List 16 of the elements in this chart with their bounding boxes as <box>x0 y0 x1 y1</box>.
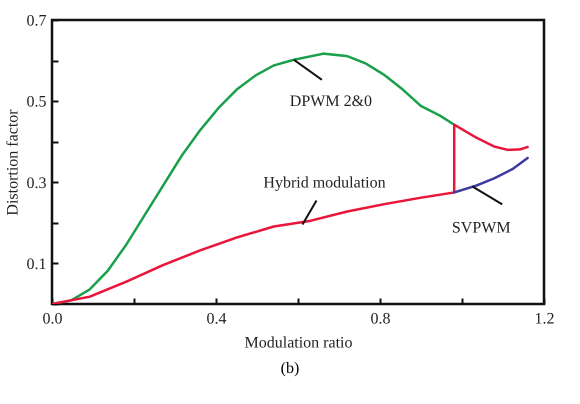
x-axis-title: Modulation ratio <box>244 334 352 352</box>
line-series <box>52 123 529 304</box>
text: (b) <box>280 360 300 378</box>
x-tick-label: 0.4 <box>206 310 226 328</box>
y-tick-label: 0.3 <box>26 174 46 192</box>
x-tick-label: 0.8 <box>370 310 390 328</box>
x-tick-label: 0.0 <box>42 310 62 328</box>
annotation: SVPWM <box>452 219 511 236</box>
annotation: Hybrid modulation <box>263 174 386 192</box>
y-tick-label: 0.5 <box>26 94 46 111</box>
y-tick-label: 0.1 <box>26 256 46 273</box>
y-axis-title: Distortion factor <box>4 108 22 216</box>
annotation: DPWM 2&0 <box>290 92 372 110</box>
x-tick-label: 1.2 <box>534 310 554 328</box>
y-tick-label: 0.7 <box>26 12 46 30</box>
line-series <box>452 156 529 194</box>
